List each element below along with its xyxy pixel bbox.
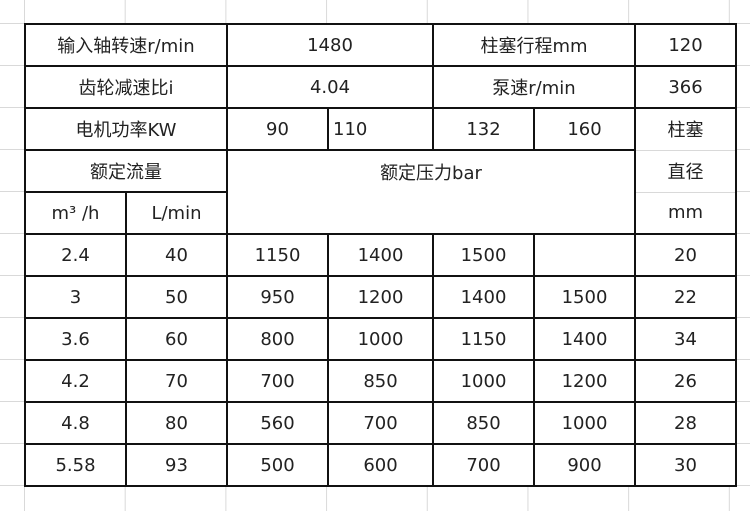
table-cell[interactable]: 1200 (327, 275, 434, 319)
table-cell[interactable]: 3.6 (24, 317, 127, 361)
table-cell[interactable] (533, 233, 636, 277)
table-cell[interactable]: 1000 (533, 401, 636, 445)
table-cell[interactable]: 1150 (226, 233, 329, 277)
table-cell[interactable]: 900 (533, 443, 636, 487)
table-row: 齿轮减速比i 4.04 泵速r/min 366 (24, 65, 737, 109)
pump-speed-value[interactable]: 366 (634, 65, 737, 109)
table-cell[interactable]: 34 (634, 317, 737, 361)
table-cell[interactable]: 2.4 (24, 233, 127, 277)
power-label[interactable]: 电机功率KW (24, 107, 228, 151)
table-cell[interactable]: 850 (432, 401, 535, 445)
input-speed-label[interactable]: 输入轴转速r/min (24, 23, 228, 67)
table-row: 2.4 40 1150 1400 1500 20 (24, 233, 737, 277)
table-cell[interactable]: 5.58 (24, 443, 127, 487)
table-cell[interactable]: 1500 (533, 275, 636, 319)
pressure-label[interactable]: 额定压力bar (226, 149, 636, 235)
table-row: 4.8 80 560 700 850 1000 28 (24, 401, 737, 445)
table-cell[interactable]: 1400 (533, 317, 636, 361)
table-cell[interactable]: 1400 (327, 233, 434, 277)
table-cell[interactable]: 1400 (432, 275, 535, 319)
table-row: 5.58 93 500 600 700 900 30 (24, 443, 737, 487)
pump-spec-table: 输入轴转速r/min 1480 柱塞行程mm 120 齿轮减速比i 4.04 泵… (24, 23, 737, 487)
table-row: 电机功率KW 90 110 132 160 柱塞 (24, 107, 737, 151)
table-cell[interactable]: 560 (226, 401, 329, 445)
table-row: m³ /h L/min mm (24, 191, 737, 235)
table-row: 输入轴转速r/min 1480 柱塞行程mm 120 (24, 23, 737, 67)
table-cell[interactable]: 1000 (432, 359, 535, 403)
table-cell[interactable]: 40 (125, 233, 228, 277)
power-cell[interactable]: 132 (432, 107, 535, 151)
stroke-value[interactable]: 120 (634, 23, 737, 67)
table-cell[interactable]: 70 (125, 359, 228, 403)
data-rows: 2.4 40 1150 1400 1500 20 3 50 950 1200 1400 1500 22 3… (24, 233, 737, 487)
table-cell[interactable]: 700 (327, 401, 434, 445)
table-row: 3.6 60 800 1000 1150 1400 34 (24, 317, 737, 361)
table-cell[interactable]: 700 (226, 359, 329, 403)
table-cell[interactable]: 4.8 (24, 401, 127, 445)
table-cell[interactable]: 28 (634, 401, 737, 445)
table-cell[interactable]: 22 (634, 275, 737, 319)
table-cell[interactable]: 93 (125, 443, 228, 487)
table-cell[interactable]: 20 (634, 233, 737, 277)
table-row: 3 50 950 1200 1400 1500 22 (24, 275, 737, 319)
table-row: 额定流量 额定压力bar 直径 (24, 149, 737, 235)
table-cell[interactable]: 80 (125, 401, 228, 445)
table-cell[interactable]: 850 (327, 359, 434, 403)
table-cell[interactable]: 700 (432, 443, 535, 487)
ratio-value[interactable]: 4.04 (226, 65, 434, 109)
table-cell[interactable]: 1500 (432, 233, 535, 277)
table-cell[interactable]: 1000 (327, 317, 434, 361)
ratio-label[interactable]: 齿轮减速比i (24, 65, 228, 109)
diameter-unit[interactable]: mm (634, 191, 737, 235)
diameter-label-2[interactable]: 直径 (634, 149, 737, 193)
table-cell[interactable]: 60 (125, 317, 228, 361)
power-cell[interactable]: 90 (226, 107, 329, 151)
flow-unit-lmin[interactable]: L/min (125, 191, 228, 235)
table-cell[interactable]: 500 (226, 443, 329, 487)
table-cell[interactable]: 1150 (432, 317, 535, 361)
pump-speed-label[interactable]: 泵速r/min (432, 65, 636, 109)
input-speed-value[interactable]: 1480 (226, 23, 434, 67)
power-cell[interactable]: 110 (327, 107, 434, 151)
table-cell[interactable]: 800 (226, 317, 329, 361)
table-cell[interactable]: 1200 (533, 359, 636, 403)
table-cell[interactable]: 600 (327, 443, 434, 487)
table-cell[interactable]: 950 (226, 275, 329, 319)
flow-label[interactable]: 额定流量 (24, 149, 228, 193)
flow-unit-m3h[interactable]: m³ /h (24, 191, 127, 235)
table-cell[interactable]: 50 (125, 275, 228, 319)
table-cell[interactable]: 4.2 (24, 359, 127, 403)
table-row: 4.2 70 700 850 1000 1200 26 (24, 359, 737, 403)
diameter-label-1[interactable]: 柱塞 (634, 107, 737, 151)
power-cell[interactable]: 160 (533, 107, 636, 151)
table-cell[interactable]: 3 (24, 275, 127, 319)
table-cell[interactable]: 30 (634, 443, 737, 487)
table-cell[interactable]: 26 (634, 359, 737, 403)
stroke-label[interactable]: 柱塞行程mm (432, 23, 636, 67)
